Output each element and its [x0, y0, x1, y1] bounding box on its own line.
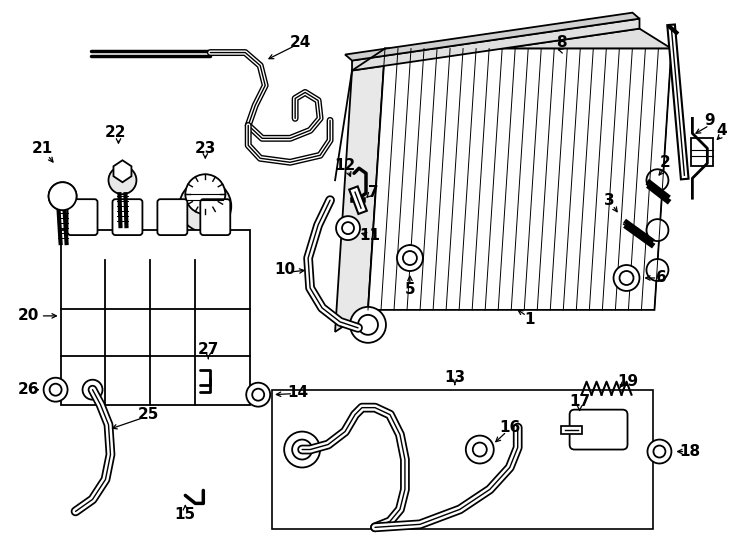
Circle shape	[186, 174, 225, 214]
Circle shape	[82, 380, 103, 400]
Text: 21: 21	[32, 141, 54, 156]
Text: 18: 18	[679, 444, 700, 459]
Text: 13: 13	[444, 370, 465, 385]
Bar	[272, 390, 653, 529]
Text: 15: 15	[175, 507, 196, 522]
FancyBboxPatch shape	[570, 410, 628, 449]
Circle shape	[397, 245, 423, 271]
Circle shape	[48, 182, 76, 210]
FancyBboxPatch shape	[157, 199, 187, 235]
Text: 24: 24	[289, 35, 310, 50]
FancyBboxPatch shape	[200, 199, 230, 235]
Circle shape	[647, 259, 669, 281]
FancyBboxPatch shape	[112, 199, 142, 235]
Text: 6: 6	[656, 271, 666, 286]
Circle shape	[336, 216, 360, 240]
FancyBboxPatch shape	[68, 199, 98, 235]
Text: 3: 3	[604, 193, 615, 208]
Circle shape	[647, 169, 669, 191]
Polygon shape	[368, 49, 672, 310]
Text: 7: 7	[368, 185, 378, 200]
Circle shape	[246, 383, 270, 407]
Text: 26: 26	[18, 382, 40, 397]
Circle shape	[43, 377, 68, 402]
Text: 2: 2	[660, 155, 671, 170]
Polygon shape	[402, 245, 418, 263]
Text: 17: 17	[569, 394, 590, 409]
Polygon shape	[352, 19, 639, 71]
Text: 25: 25	[138, 407, 159, 422]
Polygon shape	[352, 29, 672, 71]
Circle shape	[109, 166, 137, 194]
Bar	[61, 230, 250, 404]
Circle shape	[647, 440, 672, 463]
Text: 19: 19	[617, 374, 638, 389]
Circle shape	[647, 219, 669, 241]
Text: 14: 14	[288, 385, 309, 400]
FancyBboxPatch shape	[691, 138, 713, 166]
Text: 5: 5	[404, 282, 415, 298]
Circle shape	[48, 182, 76, 210]
Polygon shape	[114, 160, 131, 182]
Text: 9: 9	[704, 113, 715, 128]
Polygon shape	[345, 12, 639, 60]
Text: 22: 22	[105, 125, 126, 140]
Circle shape	[466, 436, 494, 463]
Circle shape	[179, 180, 231, 232]
Circle shape	[284, 431, 320, 468]
Text: 20: 20	[18, 308, 40, 323]
Text: 12: 12	[335, 158, 356, 173]
Circle shape	[350, 307, 386, 343]
Text: 10: 10	[275, 262, 296, 278]
Text: 27: 27	[197, 342, 219, 357]
Text: 23: 23	[195, 141, 216, 156]
Text: 16: 16	[499, 420, 520, 435]
Text: 11: 11	[360, 227, 380, 242]
Text: 4: 4	[716, 123, 727, 138]
Text: 8: 8	[556, 35, 567, 50]
Circle shape	[614, 265, 639, 291]
Polygon shape	[335, 49, 385, 332]
Text: 1: 1	[524, 312, 535, 327]
